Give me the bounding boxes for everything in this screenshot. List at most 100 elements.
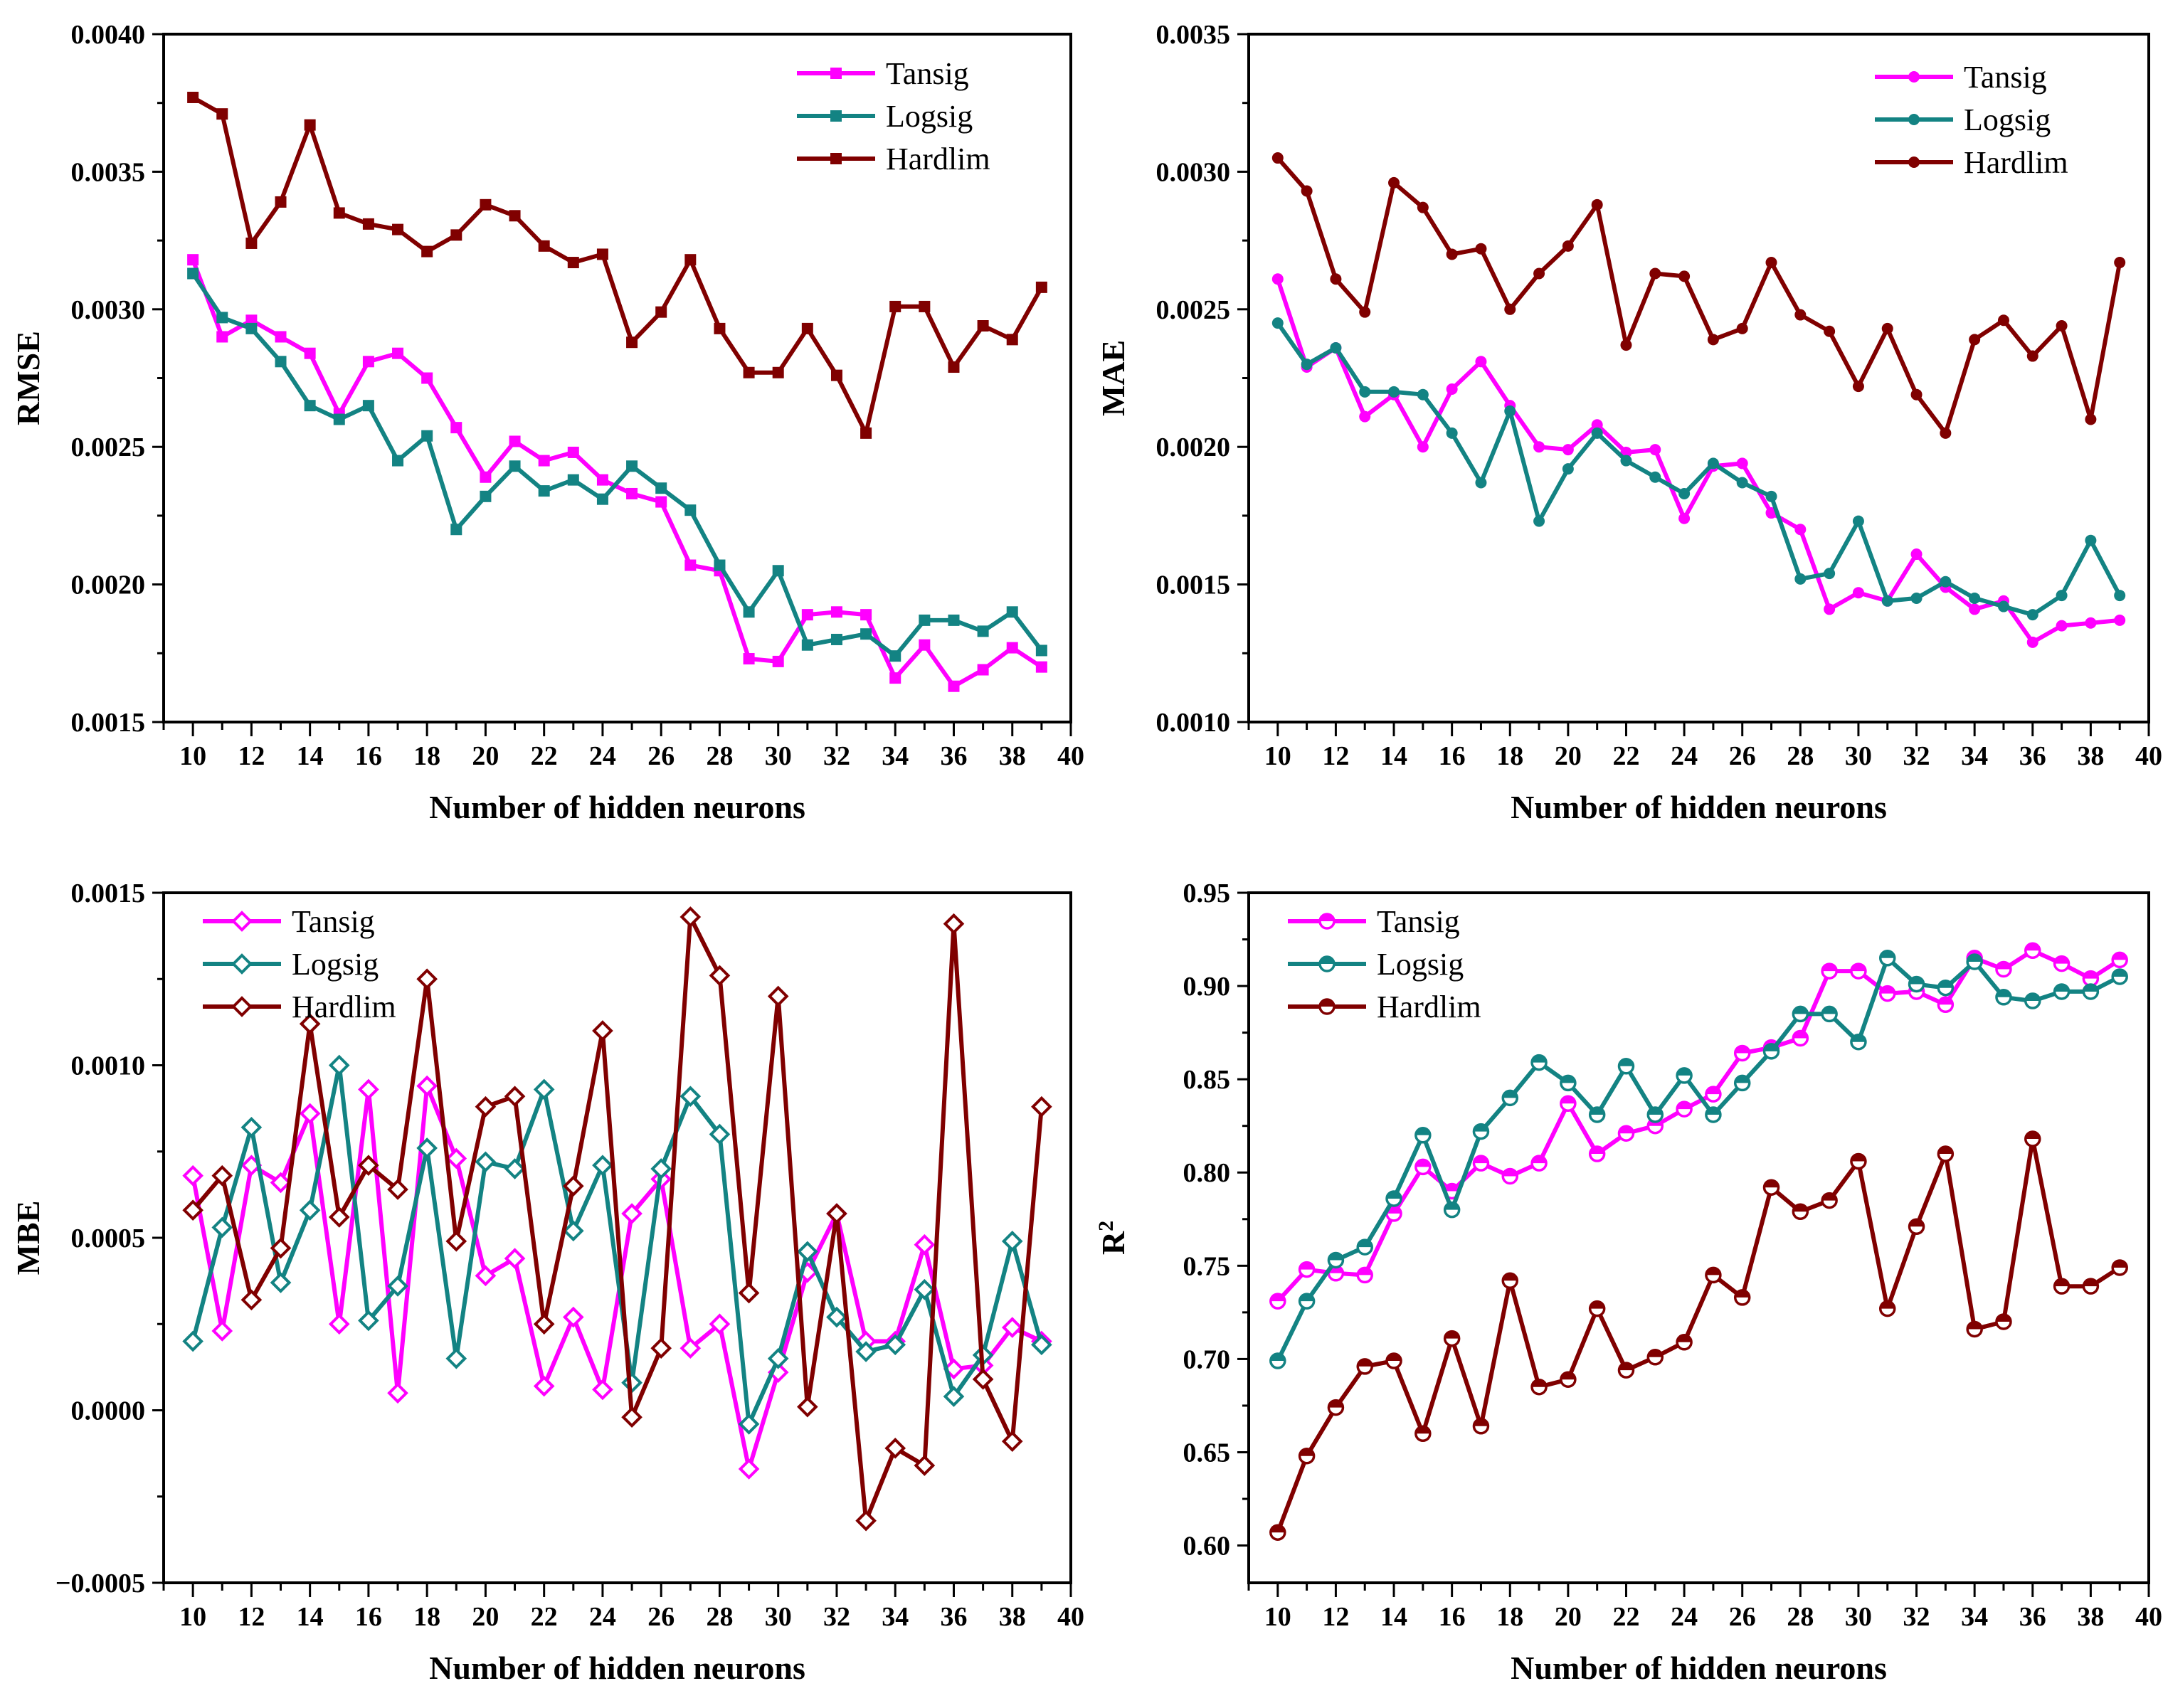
y-axis-title: R2 xyxy=(1094,1221,1132,1255)
data-point xyxy=(275,196,287,208)
legend-marker xyxy=(231,911,253,932)
data-point xyxy=(2026,636,2038,648)
y-axis-title: MAE xyxy=(1095,340,1131,416)
data-point xyxy=(480,471,492,483)
data-point xyxy=(567,474,579,486)
data-point xyxy=(1330,341,1342,354)
data-point xyxy=(650,1158,672,1179)
legend-label: Logsig xyxy=(886,99,973,134)
x-tick-label: 20 xyxy=(472,1602,499,1632)
data-point xyxy=(1878,950,1896,967)
y-tick-label: 0.0010 xyxy=(1156,708,1231,738)
data-point xyxy=(1298,1447,1316,1465)
data-point xyxy=(1271,317,1284,329)
legend-marker xyxy=(1318,913,1336,930)
data-point xyxy=(1878,985,1896,1002)
x-tick-label: 38 xyxy=(999,741,1026,771)
data-point xyxy=(2111,1259,2128,1276)
chart-mbe: 10 12 14 16 18 20 22 24 26 28 30 32 34 36 38 40 −0.0005 0… xyxy=(10,879,1084,1686)
data-point xyxy=(392,455,404,467)
data-point xyxy=(914,1234,936,1256)
data-point xyxy=(562,1175,584,1197)
data-point xyxy=(270,1272,292,1293)
legend: Tansig Logsig Hardlim xyxy=(203,904,396,1024)
data-point xyxy=(245,322,258,334)
data-point xyxy=(1591,419,1603,431)
data-point xyxy=(2114,590,2126,602)
data-point xyxy=(1356,1238,1373,1256)
data-point xyxy=(596,248,608,260)
data-point xyxy=(1649,444,1661,456)
data-point xyxy=(416,1075,438,1097)
data-point xyxy=(1417,201,1429,213)
data-point xyxy=(216,331,228,343)
x-tick-label: 30 xyxy=(1845,1602,1872,1632)
x-tick-label: 36 xyxy=(2019,741,2046,771)
data-point xyxy=(977,320,989,332)
data-point xyxy=(1850,962,1867,980)
data-point xyxy=(1031,1334,1052,1356)
data-point xyxy=(1995,960,2012,978)
data-point xyxy=(2053,1278,2071,1295)
data-point xyxy=(1472,1418,1490,1435)
x-tick-label: 34 xyxy=(1961,741,1988,771)
data-point xyxy=(830,633,842,645)
legend-item-hardlim: Hardlim xyxy=(1875,145,2068,180)
legend-label: Tansig xyxy=(886,56,969,91)
series-line-tansig xyxy=(191,1083,1044,1471)
data-point xyxy=(1762,1043,1780,1060)
chart-mae: 10 12 14 16 18 20 22 24 26 28 30 32 34 36 38 40 0.0010 0.… xyxy=(1095,20,2162,825)
data-point xyxy=(743,606,755,618)
data-point xyxy=(948,361,960,373)
data-point xyxy=(797,1396,818,1418)
legend-label: Hardlim xyxy=(1964,145,2068,180)
data-point xyxy=(743,366,755,378)
data-point xyxy=(709,965,731,987)
data-point xyxy=(1562,463,1574,475)
data-point xyxy=(626,336,638,349)
legend-label: Hardlim xyxy=(1377,990,1481,1024)
data-point xyxy=(1736,457,1748,470)
data-point xyxy=(738,1282,760,1304)
data-point xyxy=(533,1313,555,1335)
data-point xyxy=(1794,524,1807,536)
y-tick-label: 0.0030 xyxy=(71,295,146,325)
data-point xyxy=(1997,600,2009,612)
data-point xyxy=(1001,1431,1023,1452)
data-point xyxy=(1910,592,1923,604)
y-tick-label: 0.0025 xyxy=(1156,295,1231,325)
series-line-hardlim xyxy=(1275,156,2122,435)
data-point xyxy=(1359,410,1371,423)
data-point xyxy=(1937,996,1955,1014)
data-point xyxy=(421,245,433,258)
data-point xyxy=(1271,152,1284,164)
x-tick-label: 38 xyxy=(2077,1602,2104,1632)
data-point xyxy=(182,1199,203,1221)
data-point xyxy=(1414,1127,1432,1144)
data-point xyxy=(1617,1362,1635,1379)
legend: Tansig Logsig Hardlim xyxy=(1875,60,2068,180)
y-tick-label: 0.95 xyxy=(1183,879,1231,908)
data-point xyxy=(450,229,462,241)
y-tick-label: 0.0000 xyxy=(71,1396,146,1426)
y-tick-label: 0.90 xyxy=(1183,972,1231,1002)
data-point xyxy=(2024,1130,2041,1147)
data-point xyxy=(743,653,755,665)
data-point xyxy=(538,485,550,497)
data-point xyxy=(655,496,667,508)
legend-label: Tansig xyxy=(1964,60,2047,95)
data-point xyxy=(1501,1272,1519,1290)
data-point xyxy=(1269,1524,1286,1541)
legend-item-logsig: Logsig xyxy=(1288,947,1464,982)
x-tick-label: 38 xyxy=(999,1602,1026,1632)
data-point xyxy=(1298,1261,1316,1278)
legend-label: Logsig xyxy=(1377,947,1464,982)
legend: Tansig Logsig Hardlim xyxy=(1288,904,1481,1024)
data-point xyxy=(387,1382,408,1404)
y-tick-label: −0.0005 xyxy=(55,1569,145,1598)
series-hardlim xyxy=(1271,152,2126,439)
data-point xyxy=(626,460,638,472)
x-tick-label: 18 xyxy=(1496,741,1523,771)
data-point xyxy=(948,614,960,626)
data-point xyxy=(1617,1058,1635,1075)
